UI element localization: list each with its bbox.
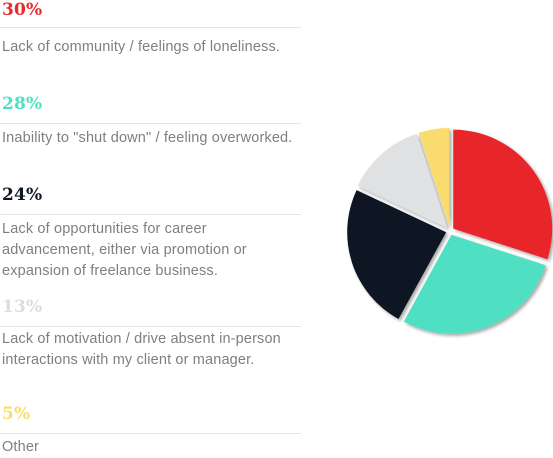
- pie-slice-community: [453, 129, 553, 260]
- pie-slice-overworked: [403, 234, 546, 334]
- item-description: Inability to "shut down" / feeling overw…: [2, 130, 293, 146]
- pie-slice-other: [418, 128, 450, 228]
- percent-label: 5%: [2, 404, 31, 424]
- pie-slice-motivation: [357, 133, 448, 228]
- item-description: Lack of opportunities for career advance…: [2, 221, 247, 279]
- pie-chart: [347, 128, 553, 334]
- pie-slice-career: [347, 190, 447, 319]
- percent-label: 24%: [2, 185, 43, 205]
- divider: [0, 123, 301, 124]
- divider: [0, 27, 301, 28]
- percent-label: 30%: [2, 0, 43, 20]
- item-description: Other: [2, 439, 40, 455]
- percent-label: 28%: [2, 94, 43, 114]
- item-description: Lack of community / feelings of loneline…: [2, 39, 281, 55]
- divider: [0, 326, 301, 327]
- item-description: Lack of motivation / drive absent in-per…: [2, 331, 281, 368]
- divider: [0, 433, 301, 434]
- percent-label: 13%: [2, 297, 43, 317]
- divider: [0, 214, 301, 215]
